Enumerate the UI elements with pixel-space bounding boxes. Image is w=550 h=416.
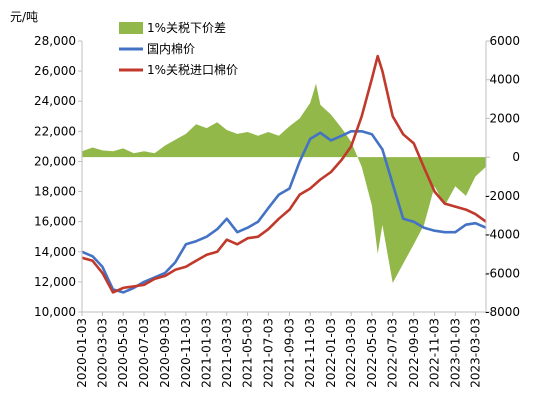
left-tick-label: 28,000	[34, 34, 76, 48]
right-tick-label: 4000	[489, 73, 520, 87]
x-tick-label: 2020-11-03	[179, 318, 193, 388]
x-tick-label: 2020-01-03	[75, 318, 89, 388]
right-tick-label: 2000	[489, 111, 520, 125]
x-tick-label: 2022-11-03	[428, 318, 442, 388]
x-tick-label: 2021-05-03	[241, 318, 255, 388]
x-tick-label: 2022-01-03	[324, 318, 338, 388]
right-tick-label: -8000	[485, 305, 520, 319]
legend-label: 1%关税进口棉价	[147, 63, 238, 77]
series-area-spread	[82, 83, 486, 283]
right-tick-label: 0	[512, 150, 520, 164]
x-tick-label: 2021-03-03	[220, 318, 234, 388]
left-tick-label: 26,000	[34, 64, 76, 78]
axes: 10,000 12,000 14,000 16,000 18,000 20,000 22,0…	[34, 34, 520, 388]
x-tick-label: 2023-03-03	[468, 318, 482, 388]
series-line-2	[81, 54, 487, 294]
legend-label: 国内棉价	[147, 42, 195, 56]
left-tick-label: 24,000	[34, 94, 76, 108]
left-tick-label: 10,000	[34, 305, 76, 319]
x-tick-label: 2023-01-03	[448, 318, 462, 388]
right-tick-label: -4000	[485, 228, 520, 242]
legend-label: 1%关税下价差	[147, 21, 226, 35]
plot-area	[81, 54, 487, 294]
legend-swatch-area	[119, 22, 143, 34]
right-tick-label: -2000	[485, 189, 520, 203]
left-tick-label: 12,000	[34, 275, 76, 289]
left-tick-label: 20,000	[34, 154, 76, 168]
series-line-1	[81, 130, 487, 294]
left-tick-label: 22,000	[34, 124, 76, 138]
right-tick-label: 6000	[489, 34, 520, 48]
x-tick-label: 2021-01-03	[200, 318, 214, 388]
x-tick-label: 2020-09-03	[158, 318, 172, 388]
left-tick-label: 16,000	[34, 215, 76, 229]
x-tick-label: 2020-05-03	[116, 318, 130, 388]
x-tick-label: 2020-03-03	[95, 318, 109, 388]
right-tick-label: -6000	[485, 266, 520, 280]
left-tick-label: 18,000	[34, 185, 76, 199]
left-unit-label: 元/吨	[10, 10, 38, 24]
x-tick-label: 2021-09-03	[283, 318, 297, 388]
x-tick-label: 2022-03-03	[344, 318, 358, 388]
x-tick-label: 2022-05-03	[365, 318, 379, 388]
left-tick-label: 14,000	[34, 245, 76, 259]
x-tick-label: 2021-11-03	[303, 318, 317, 388]
x-tick-label: 2020-07-03	[137, 318, 151, 388]
x-tick-label: 2022-09-03	[407, 318, 421, 388]
x-tick-label: 2021-07-03	[261, 318, 275, 388]
x-tick-label: 2022-07-03	[386, 318, 400, 388]
